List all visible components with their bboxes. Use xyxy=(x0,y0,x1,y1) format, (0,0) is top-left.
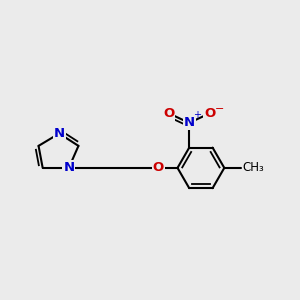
Text: N: N xyxy=(184,116,195,129)
Text: O: O xyxy=(204,107,215,120)
Text: O: O xyxy=(163,107,174,120)
Text: CH₃: CH₃ xyxy=(242,161,264,174)
Text: O: O xyxy=(153,161,164,174)
Text: +: + xyxy=(193,110,201,120)
Text: N: N xyxy=(63,161,74,174)
Text: −: − xyxy=(215,104,224,114)
Text: N: N xyxy=(54,127,65,140)
